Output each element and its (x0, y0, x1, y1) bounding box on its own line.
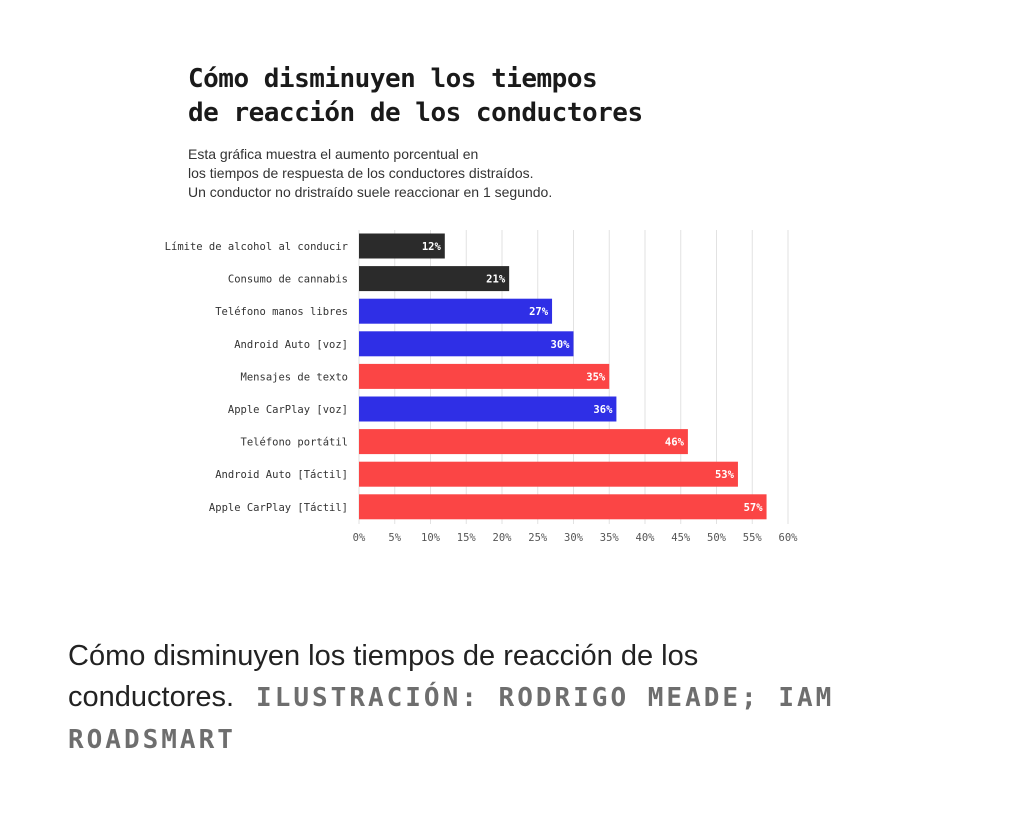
bar (359, 429, 688, 455)
x-tick-label: 15% (457, 532, 477, 544)
caption-credit: ILUSTRACIÓN: RODRIGO MEADE; IAM ROADSMAR… (68, 683, 835, 755)
chart-subtitle-line-3: Un conductor no dristraído suele reaccio… (188, 184, 553, 200)
bar-chart: 12% 21% 27% 30% 35% 36% 46% 53% 57% Límite de al… (165, 230, 798, 544)
bar (359, 461, 738, 487)
bar-value-label: 53% (715, 469, 735, 481)
bar (359, 396, 617, 422)
bar-value-label: 36% (593, 404, 613, 416)
category-labels: Límite de alcohol al conducir Consumo de … (165, 241, 348, 514)
category-label: Límite de alcohol al conducir (165, 241, 348, 253)
category-label: Apple CarPlay [voz] (228, 404, 348, 416)
category-label: Android Auto [voz] (234, 339, 348, 351)
bar (359, 331, 574, 357)
image-caption: Cómo disminuyen los tiempos de reacción … (68, 636, 948, 761)
category-label: Android Auto [Táctil] (215, 469, 348, 481)
chart-subtitle: Esta gráfica muestra el aumento porcentu… (188, 145, 708, 202)
bar-value-label: 21% (486, 274, 506, 286)
x-axis-ticks: 0% 5% 10% 15% 20% 25% 30% 35% 40% 45% 50% 55% 60% (353, 532, 798, 544)
category-label: Apple CarPlay [Táctil] (209, 502, 348, 514)
x-tick-label: 25% (528, 532, 548, 544)
bar-value-label: 35% (586, 371, 606, 383)
bar (359, 494, 767, 520)
bar-value-label: 12% (422, 241, 442, 253)
x-tick-label: 0% (353, 532, 366, 544)
x-tick-label: 35% (600, 532, 620, 544)
bar (359, 233, 445, 259)
chart-subtitle-line-2: los tiempos de respuesta de los conducto… (188, 165, 534, 181)
category-label: Teléfono portátil (241, 437, 348, 449)
x-tick-label: 10% (421, 532, 441, 544)
category-label: Teléfono manos libres (215, 306, 348, 318)
bar-value-label: 46% (665, 437, 685, 449)
chart-title: Cómo disminuyen los tiempos de reacción … (188, 62, 788, 130)
x-tick-label: 60% (779, 532, 799, 544)
x-tick-label: 30% (564, 532, 584, 544)
bar-value-label: 57% (744, 502, 764, 514)
x-tick-label: 50% (707, 532, 727, 544)
x-tick-label: 45% (671, 532, 691, 544)
chart-title-line-2: de reacción de los conductores (188, 98, 643, 128)
bar-value-label: 27% (529, 306, 549, 318)
caption-text: Cómo disminuyen los tiempos de reacción … (68, 640, 699, 713)
category-label: Mensajes de texto (241, 371, 348, 383)
category-label: Consumo de cannabis (228, 274, 348, 286)
chart-title-line-1: Cómo disminuyen los tiempos (188, 64, 598, 94)
bar-value-label: 30% (551, 339, 571, 351)
x-tick-label: 20% (493, 532, 513, 544)
x-tick-label: 5% (388, 532, 401, 544)
chart-subtitle-line-1: Esta gráfica muestra el aumento porcentu… (188, 146, 479, 162)
bar (359, 363, 610, 389)
x-tick-label: 55% (743, 532, 763, 544)
x-tick-label: 40% (636, 532, 656, 544)
bars: 12% 21% 27% 30% 35% 36% 46% 53% 57% (359, 233, 767, 520)
bar (359, 266, 510, 292)
bar (359, 298, 553, 324)
